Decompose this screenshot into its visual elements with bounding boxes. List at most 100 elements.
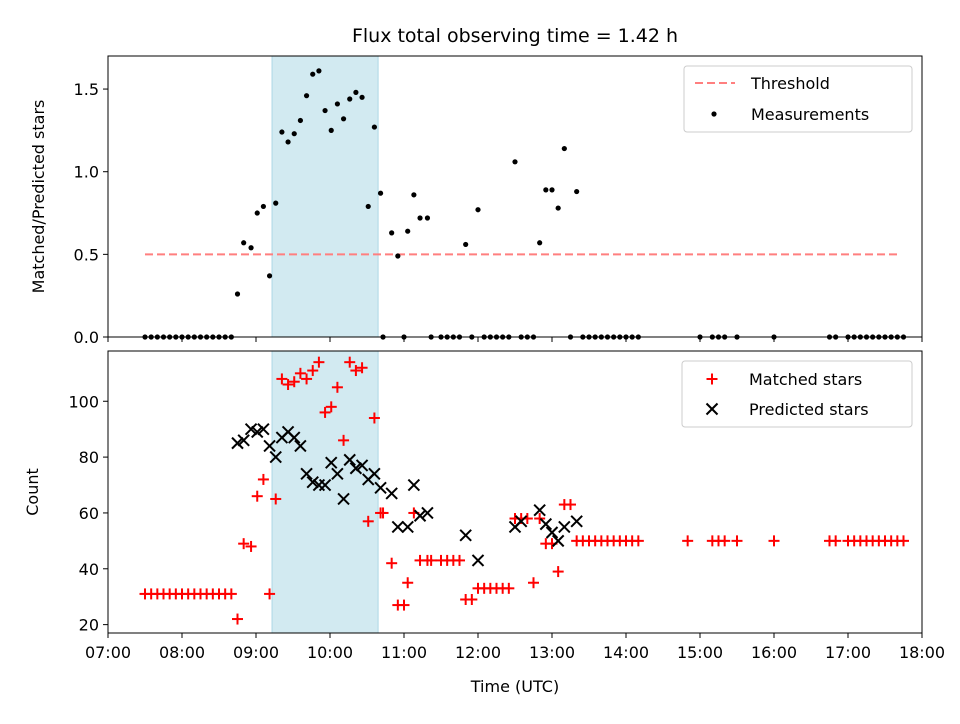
predicted-star-point — [368, 467, 381, 481]
matched-star-point — [225, 588, 237, 600]
matched-star-point — [682, 535, 694, 547]
x-tick-label: 10:00 — [307, 643, 353, 662]
x-marker-b — [318, 478, 332, 492]
top-axes-frame — [107, 55, 923, 338]
legend-matched-swatch — [706, 373, 718, 385]
matched-star-point — [402, 577, 414, 589]
measurement-point — [543, 187, 549, 193]
predicted-star-point — [539, 517, 553, 531]
measurement-point — [359, 94, 365, 100]
x-marker-b — [570, 515, 583, 528]
matched-star-point — [534, 513, 546, 525]
top-y-tick-label: 1.5 — [74, 80, 99, 99]
x-marker-b — [325, 456, 338, 469]
matched-star-point — [466, 593, 478, 605]
bottom-y-tick-label: 80 — [79, 448, 99, 467]
x-tick-label: 07:00 — [85, 643, 131, 662]
measurement-point — [353, 89, 359, 95]
predicted-star-point — [318, 478, 332, 492]
measurement-point — [266, 273, 273, 279]
bottom-legend-box — [681, 360, 913, 428]
matched-star-point — [454, 554, 465, 566]
x-marker-b — [385, 487, 398, 500]
legend-predicted-swatch — [705, 402, 719, 416]
legend-threshold-label: Threshold — [750, 74, 830, 93]
predicted-star-point — [545, 526, 559, 539]
measurement-point — [574, 188, 580, 195]
matched-star-point — [731, 535, 743, 547]
x-marker-b — [391, 520, 405, 534]
top-y-ticks: 0.0 0.5 1.0 1.5 — [74, 80, 108, 347]
predicted-star-point — [263, 439, 276, 453]
measurement-point — [395, 253, 401, 259]
x-marker-b — [343, 453, 356, 467]
matched-star-point — [257, 473, 269, 485]
measurement-point — [411, 192, 417, 198]
measurement-point — [512, 159, 518, 165]
matched-star-point — [270, 493, 282, 505]
predicted-star-point — [413, 509, 427, 522]
measurement-point — [328, 127, 334, 133]
x-marker-b — [459, 529, 472, 542]
predicted-star-point — [294, 439, 307, 453]
predicted-star-point — [231, 436, 244, 450]
measurement-point — [248, 245, 254, 251]
legend-matched-label: Matched stars — [749, 370, 862, 389]
measurement-point — [377, 190, 384, 196]
x-marker-b — [263, 439, 276, 453]
x-marker-b — [288, 431, 301, 444]
x-marker-b — [545, 526, 559, 539]
predicted-star-point — [459, 529, 472, 542]
x-marker-b — [421, 506, 434, 520]
matched-star-point — [344, 356, 356, 368]
x-tick-label: 16:00 — [751, 643, 797, 662]
measurement-point — [291, 131, 297, 137]
measurement-point — [475, 207, 481, 213]
x-tick-label: 12:00 — [455, 643, 501, 662]
measurement-point — [273, 200, 279, 206]
top-highlight-span — [271, 55, 379, 338]
measurement-point — [389, 230, 395, 236]
top-y-tick-label: 1.0 — [74, 163, 99, 182]
measurement-point — [316, 68, 322, 74]
x-tick-label: 14:00 — [603, 643, 649, 662]
x-axis-label: Time (UTC) — [470, 677, 559, 696]
measurement-point — [424, 215, 431, 221]
measurement-point — [555, 205, 561, 211]
x-marker-b — [401, 520, 414, 534]
predicted-star-point — [558, 520, 571, 534]
top-legend: Threshold Measurements — [683, 65, 913, 133]
matched-star-point — [319, 406, 331, 418]
matched-star-point — [898, 535, 909, 547]
bottom-y-axis-label: Count — [23, 468, 42, 516]
top-panel: 0.0 0.5 1.0 1.5 Matched/Predicted stars Thr… — [29, 55, 923, 347]
predicted-star-point — [385, 487, 398, 500]
matched-star-point — [398, 599, 410, 611]
matched-star-point — [503, 582, 515, 594]
x-tick-label: 13:00 — [529, 643, 575, 662]
predicted-star-point — [355, 459, 369, 472]
bottom-y-tick-label: 20 — [79, 616, 99, 635]
measurement-point — [417, 215, 423, 221]
matched-star-point — [307, 365, 319, 377]
matched-star-point — [251, 490, 263, 502]
x-tick-label: 18:00 — [899, 643, 945, 662]
matched-star-point — [288, 376, 300, 388]
x-marker-b — [471, 554, 485, 567]
predicted-star-point — [257, 422, 270, 436]
predicted-star-point — [514, 515, 528, 528]
x-marker-b — [413, 509, 427, 522]
matched-star-point — [282, 379, 294, 391]
legend-plus-marker — [706, 373, 718, 385]
bottom-y-tick-label: 60 — [79, 504, 99, 523]
predicted-star-point — [570, 515, 583, 528]
measurement-point — [561, 145, 567, 152]
matched-star-point — [528, 577, 539, 589]
predicted-star-point — [269, 450, 282, 464]
legend-measurements-label: Measurements — [751, 105, 869, 124]
measurement-point — [334, 101, 340, 107]
predicted-star-point — [237, 434, 250, 447]
legend-predicted-label: Predicted stars — [749, 400, 869, 419]
x-marker-b — [539, 517, 553, 531]
